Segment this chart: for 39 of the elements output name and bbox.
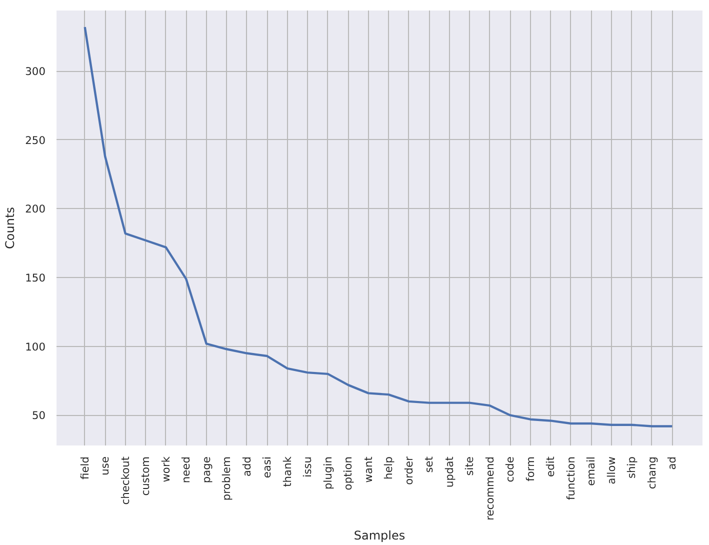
x-tick-label: need (180, 456, 193, 484)
x-tick-label: problem (220, 456, 234, 501)
x-tick-label: help (382, 456, 396, 480)
x-tick-label: ad (666, 456, 679, 470)
y-tick-label: 200 (25, 202, 46, 216)
x-tick-label: form (524, 456, 537, 482)
x-tick-label: ship (625, 456, 638, 479)
x-tick-label: code (504, 456, 517, 482)
x-tick-label: custom (139, 456, 152, 496)
x-tick-label: easi (260, 456, 274, 478)
x-tick-label: email (584, 456, 598, 486)
y-tick-label: 100 (25, 340, 46, 354)
x-tick-label: work (159, 456, 172, 482)
x-tick-label: set (422, 456, 436, 473)
line-series (84, 26, 674, 428)
x-tick-label: checkout (118, 456, 132, 505)
x-axis-title: Samples (354, 528, 406, 542)
x-tick-label: option (342, 456, 355, 490)
x-tick-label: recommend (483, 456, 496, 520)
y-tick-label: 50 (32, 409, 46, 422)
x-tick-label: issu (301, 456, 314, 478)
x-tick-label: chang (645, 456, 658, 490)
x-tick-label: plugin (321, 456, 334, 490)
y-tick-label: 250 (25, 134, 46, 147)
x-tick-label: edit (544, 456, 558, 477)
y-tick-label: 150 (25, 272, 46, 285)
x-tick-label: order (402, 456, 416, 485)
x-tick-label: updat (442, 456, 456, 488)
x-tick-label: function (564, 456, 578, 500)
y-axis-title: Counts (3, 207, 18, 249)
y-tick-label: 300 (25, 65, 46, 78)
x-tick-label: add (240, 456, 254, 477)
x-tick-label: use (98, 456, 112, 476)
x-tick-label: field (78, 456, 92, 480)
x-tick-label: site (463, 456, 476, 476)
x-tick-label: page (200, 456, 213, 484)
x-tick-label: thank (280, 456, 294, 487)
x-tick-label: allow (604, 456, 618, 484)
x-tick-label: want (362, 456, 375, 483)
